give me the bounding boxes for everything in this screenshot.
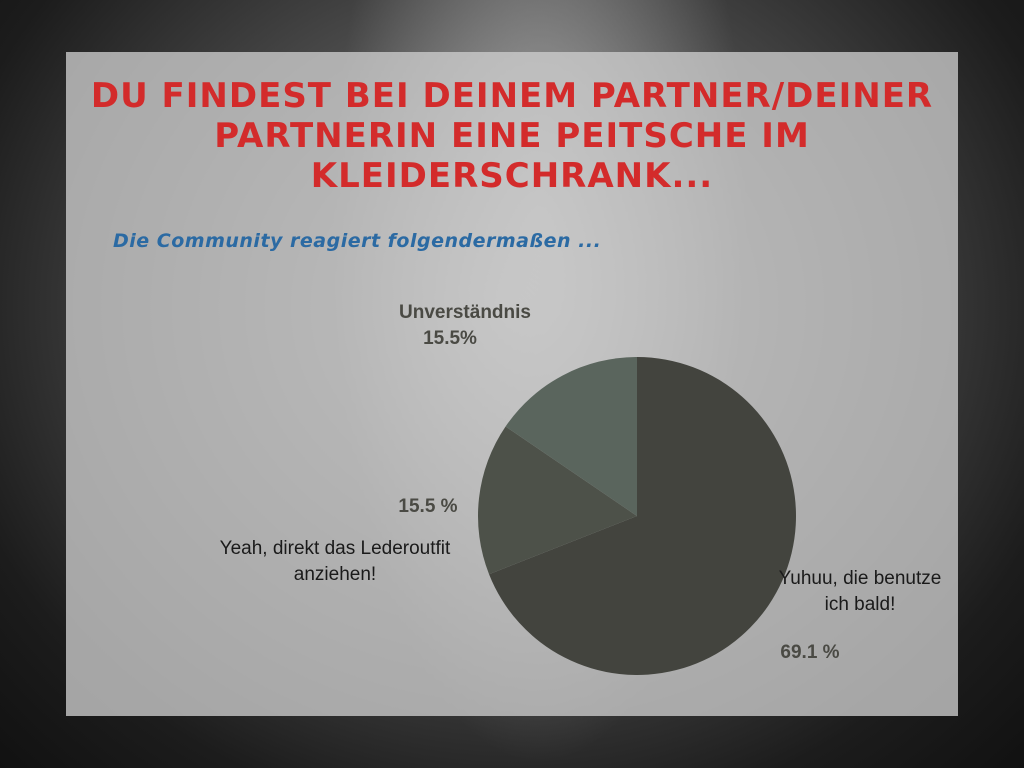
slice-label-unverstaendnis: Unverständnis 15.5%	[380, 300, 550, 352]
pie-slice-2	[505, 357, 637, 516]
value-label: 15.5%	[423, 328, 477, 349]
category-label-lederoutfit: Yeah, direkt das Lederoutfit anziehen!	[219, 538, 451, 585]
value-label-lederoutfit: 15.5 %	[398, 496, 458, 517]
pie-slice-1	[478, 426, 637, 575]
chart-subtitle: Die Community reagiert folgendermaßen ..…	[113, 230, 602, 252]
category-label-yuhuu: Yuhuu, die benutze ich bald!	[778, 568, 942, 615]
chart-title: Du findest bei deinem Partner/deiner Par…	[90, 76, 934, 196]
pie-slice-0	[489, 357, 796, 675]
value-label-yuhuu: 69.1 %	[780, 642, 840, 663]
category-label: Unverständnis	[399, 302, 531, 323]
